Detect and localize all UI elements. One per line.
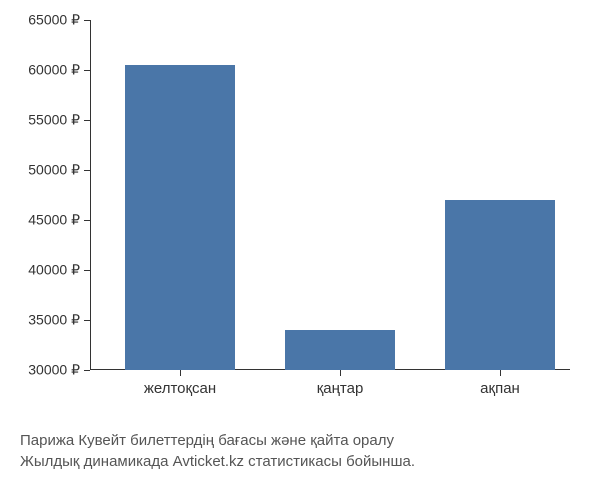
y-tick [84, 120, 90, 121]
y-axis-label: 50000 ₽ [28, 162, 80, 179]
bar [445, 200, 555, 370]
x-tick [180, 370, 181, 376]
x-axis-label: қаңтар [317, 380, 364, 397]
caption-line-2: Жылдық динамикада Avticket.kz статистика… [20, 451, 415, 472]
caption-line-1: Парижа Кувейт билеттердің бағасы және қа… [20, 430, 415, 451]
y-tick [84, 370, 90, 371]
y-tick [84, 70, 90, 71]
x-tick [500, 370, 501, 376]
y-axis-label: 30000 ₽ [28, 362, 80, 379]
x-axis-label: желтоқсан [144, 380, 216, 397]
y-axis-line [90, 20, 91, 370]
y-tick [84, 20, 90, 21]
x-axis-label: ақпан [480, 380, 520, 397]
chart-caption: Парижа Кувейт билеттердің бағасы және қа… [20, 430, 415, 472]
chart-container: 30000 ₽35000 ₽40000 ₽45000 ₽50000 ₽55000… [90, 20, 570, 400]
bar [125, 65, 235, 370]
y-axis-label: 45000 ₽ [28, 212, 80, 229]
y-tick [84, 320, 90, 321]
y-axis-label: 40000 ₽ [28, 262, 80, 279]
y-tick [84, 170, 90, 171]
y-axis-label: 65000 ₽ [28, 12, 80, 29]
x-tick [340, 370, 341, 376]
bar [285, 330, 395, 370]
y-tick [84, 220, 90, 221]
y-axis-label: 35000 ₽ [28, 312, 80, 329]
y-axis-label: 60000 ₽ [28, 62, 80, 79]
plot-area: 30000 ₽35000 ₽40000 ₽45000 ₽50000 ₽55000… [90, 20, 570, 370]
y-tick [84, 270, 90, 271]
y-axis-label: 55000 ₽ [28, 112, 80, 129]
